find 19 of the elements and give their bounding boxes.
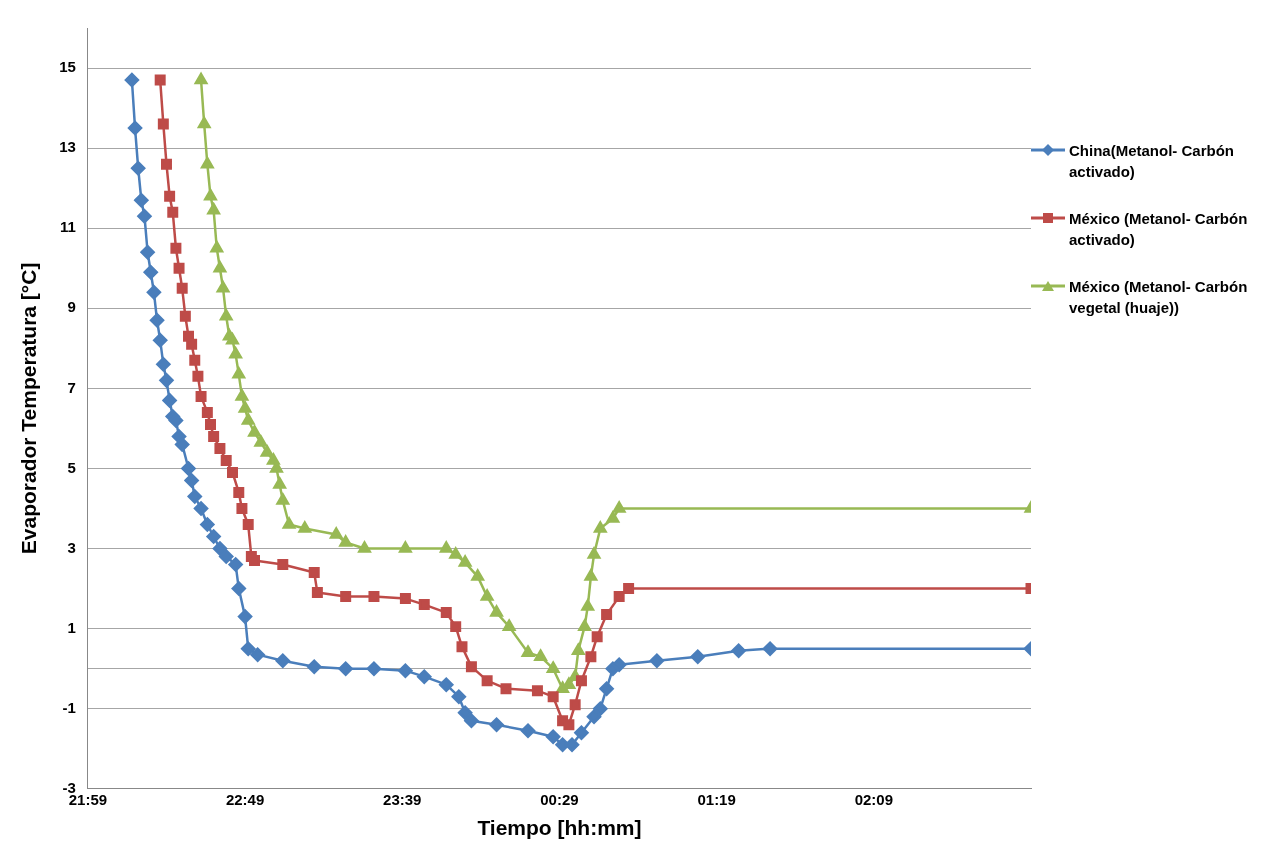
y-tick-label: 1 bbox=[67, 618, 76, 636]
legend-label: México (Metanol- Carbón activado) bbox=[1069, 209, 1249, 250]
x-axis-title: Tiempo [hh:mm] bbox=[477, 816, 642, 840]
y-tick-label: 7 bbox=[67, 378, 76, 396]
x-tick-label: 23:39 bbox=[383, 790, 422, 808]
x-tick-label: 00:29 bbox=[540, 790, 579, 808]
legend-label: México (Metanol- Carbón vegetal (huaje)) bbox=[1069, 277, 1249, 318]
y-axis-title: Evaporador Temperatura [°C] bbox=[17, 262, 41, 555]
x-tick-label: 22:49 bbox=[225, 790, 265, 808]
x-tick-label: 01:19 bbox=[697, 790, 736, 808]
legend-label: China(Metanol- Carbón activado) bbox=[1069, 141, 1235, 182]
x-tick-label: 02:09 bbox=[854, 790, 893, 808]
y-tick-label: 11 bbox=[60, 218, 76, 236]
y-tick-label: 9 bbox=[67, 298, 76, 316]
y-tick-label: 13 bbox=[59, 138, 76, 156]
y-tick-label: 5 bbox=[67, 458, 76, 476]
y-tick-label: 15 bbox=[59, 58, 76, 76]
y-tick-label: -1 bbox=[62, 698, 76, 716]
y-tick-label: 3 bbox=[67, 538, 76, 556]
